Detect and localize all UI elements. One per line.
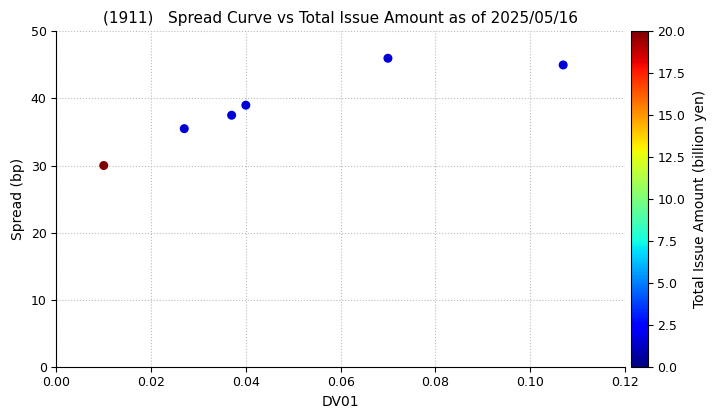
X-axis label: DV01: DV01 bbox=[322, 395, 359, 409]
Point bbox=[557, 62, 569, 68]
Y-axis label: Spread (bp): Spread (bp) bbox=[11, 158, 25, 240]
Point bbox=[179, 125, 190, 132]
Point bbox=[382, 55, 394, 62]
Point bbox=[240, 102, 251, 108]
Point bbox=[98, 162, 109, 169]
Title: (1911)   Spread Curve vs Total Issue Amount as of 2025/05/16: (1911) Spread Curve vs Total Issue Amoun… bbox=[103, 11, 578, 26]
Y-axis label: Total Issue Amount (billion yen): Total Issue Amount (billion yen) bbox=[693, 90, 708, 308]
Point bbox=[226, 112, 238, 118]
